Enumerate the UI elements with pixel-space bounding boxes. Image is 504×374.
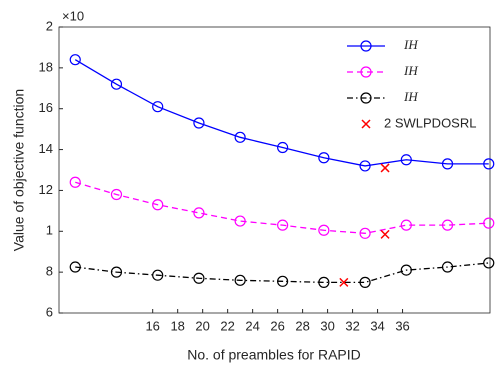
x-tick-label: 16 (145, 318, 159, 333)
x-axis-label: No. of preambles for RAPID (187, 347, 361, 363)
x-tick-label: 34 (370, 318, 384, 333)
point-marker (69, 176, 81, 188)
legend-marker (360, 66, 372, 78)
point-marker (441, 158, 454, 170)
x-tick-label: 28 (295, 318, 309, 333)
point-marker (318, 152, 330, 164)
point-marker (152, 269, 164, 281)
point-marker (483, 217, 495, 229)
x-tick-label: 36 (395, 318, 409, 333)
x-tick-label: 18 (170, 318, 184, 333)
point-marker (359, 160, 371, 172)
point-marker (277, 219, 289, 231)
point-marker (193, 272, 205, 284)
point-marker (441, 261, 454, 273)
highlight-marker (380, 163, 390, 173)
axis-multiplier: ×10 (62, 8, 84, 23)
point-marker (110, 188, 123, 201)
point-marker (110, 78, 123, 90)
legend-label: IH (403, 89, 418, 104)
point-marker (152, 199, 164, 211)
y-tick-label: 8 (46, 264, 53, 279)
point-marker (400, 154, 412, 166)
plot-frame (58, 26, 491, 314)
point-marker (483, 158, 495, 170)
y-tick-label: 6 (46, 304, 53, 319)
series-line (74, 59, 489, 167)
point-marker (69, 261, 81, 273)
point-marker (234, 215, 246, 227)
point-marker (359, 276, 371, 288)
x-tick-label: 32 (345, 318, 359, 333)
series-line (75, 181, 489, 234)
legend-label: IH (403, 37, 418, 52)
x-tick-label: 24 (245, 318, 259, 333)
y-tick-label: 18 (39, 59, 53, 74)
point-marker (483, 257, 495, 269)
y-tick-label: 16 (39, 100, 53, 115)
point-marker (441, 219, 454, 231)
legend-marker (360, 40, 372, 52)
y-tick-label: 12 (39, 182, 53, 197)
point-marker (400, 219, 412, 231)
series-line (75, 262, 489, 284)
point-marker (359, 227, 371, 239)
legend-marker (361, 119, 371, 129)
x-tick-label: 30 (320, 318, 334, 333)
point-marker (277, 275, 289, 287)
y-axis-label: Value of objective function (11, 89, 27, 251)
point-marker (318, 224, 330, 236)
legend-label: IH (403, 63, 418, 78)
y-tick-label: 14 (39, 141, 53, 156)
highlight-marker (339, 277, 349, 287)
x-tick-label: 22 (220, 318, 234, 333)
point-marker (193, 207, 205, 219)
point-marker (400, 264, 412, 276)
y-tick-label: 1 (46, 223, 53, 238)
point-marker (277, 141, 289, 154)
highlight-marker (380, 229, 390, 239)
point-marker (110, 266, 123, 278)
y-tick-label: 2 (46, 18, 53, 33)
point-marker (234, 274, 246, 286)
point-marker (234, 131, 246, 143)
legend-label: 2 SWLPDOSRL (384, 115, 476, 130)
x-tick-label: 20 (195, 318, 209, 333)
legend-marker (360, 92, 372, 104)
x-tick-label: 26 (270, 318, 284, 333)
point-marker (69, 54, 81, 66)
point-marker (193, 117, 205, 129)
point-marker (152, 101, 164, 113)
point-marker (318, 276, 330, 288)
